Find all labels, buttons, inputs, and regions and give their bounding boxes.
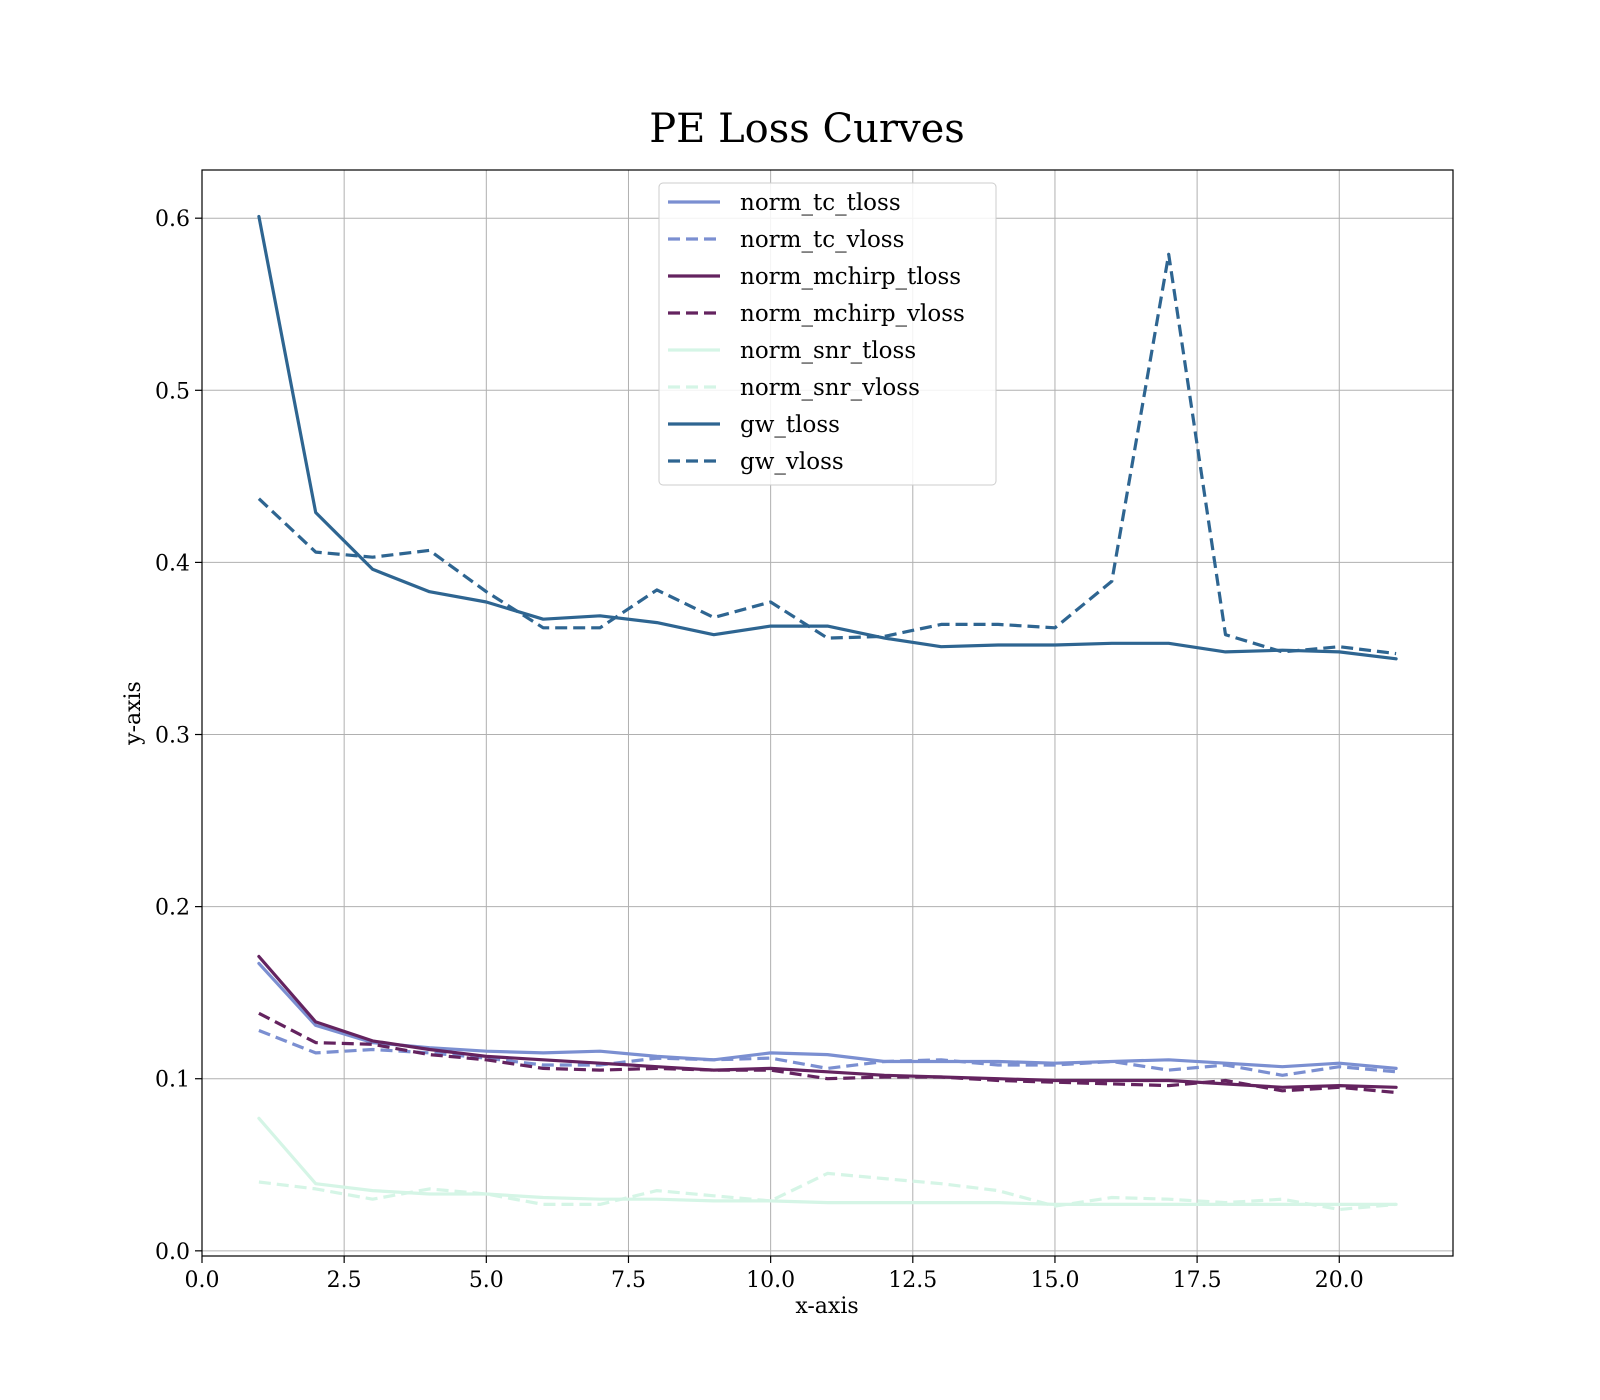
x-tick-label: 5.0 [469,1268,504,1293]
series-line-norm-mchirp-vloss [258,1011,1397,1095]
legend-frame [658,182,997,486]
plot-lines [257,214,1398,1212]
y-tick-label: 0.4 [155,551,190,576]
x-tick-label: 15.0 [1030,1268,1079,1293]
legend: norm_tc_tloss norm_tc_vloss norm_mchirp_tl… [658,182,997,486]
series-line-norm-tc-vloss [258,1029,1397,1077]
plot-frame [201,169,1454,1257]
series-line-norm-tc-tloss [257,961,1398,1071]
series-line-norm-snr-tloss [257,1116,1398,1207]
x-tick-label: 7.5 [611,1268,646,1293]
x-tick-label: 12.5 [888,1268,937,1293]
legend-label-norm-snr-vloss: norm_snr_vloss [740,375,920,401]
x-axis-label: x-axis [795,1294,858,1319]
series-line-norm-snr-vloss [258,1171,1397,1212]
series-line-gw-tloss [257,214,1398,661]
axis-ticks: 0.0 2.5 5.0 7.5 10.0 12.5 15.0 17.5 20.0 0.0 0.1 0.… [155,207,1364,1293]
y-tick-label: 0.0 [155,1240,190,1265]
legend-label-norm-tc-tloss: norm_tc_tloss [740,190,901,216]
legend-label-gw-vloss: gw_vloss [740,449,844,475]
series-line-gw-vloss [257,252,1397,656]
x-tick-label: 17.5 [1173,1268,1222,1293]
legend-label-norm-mchirp-tloss: norm_mchirp_tloss [740,264,961,290]
x-tick-label: 2.5 [327,1268,362,1293]
y-tick-label: 0.2 [155,896,190,921]
y-tick-label: 0.1 [155,1068,190,1093]
legend-label-norm-tc-vloss: norm_tc_vloss [740,227,904,253]
chart-title: PE Loss Curves [649,106,965,152]
x-tick-label: 0.0 [185,1268,220,1293]
x-tick-label: 10.0 [746,1268,795,1293]
y-tick-label: 0.3 [155,724,190,749]
x-tick-label: 20.0 [1315,1268,1364,1293]
y-tick-label: 0.5 [155,379,190,404]
legend-label-norm-mchirp-vloss: norm_mchirp_vloss [740,301,965,327]
y-axis-label: y-axis [121,681,146,746]
legend-label-norm-snr-tloss: norm_snr_tloss [740,338,916,364]
legend-label-gw-tloss: gw_tloss [740,412,840,438]
y-tick-label: 0.6 [155,207,190,232]
